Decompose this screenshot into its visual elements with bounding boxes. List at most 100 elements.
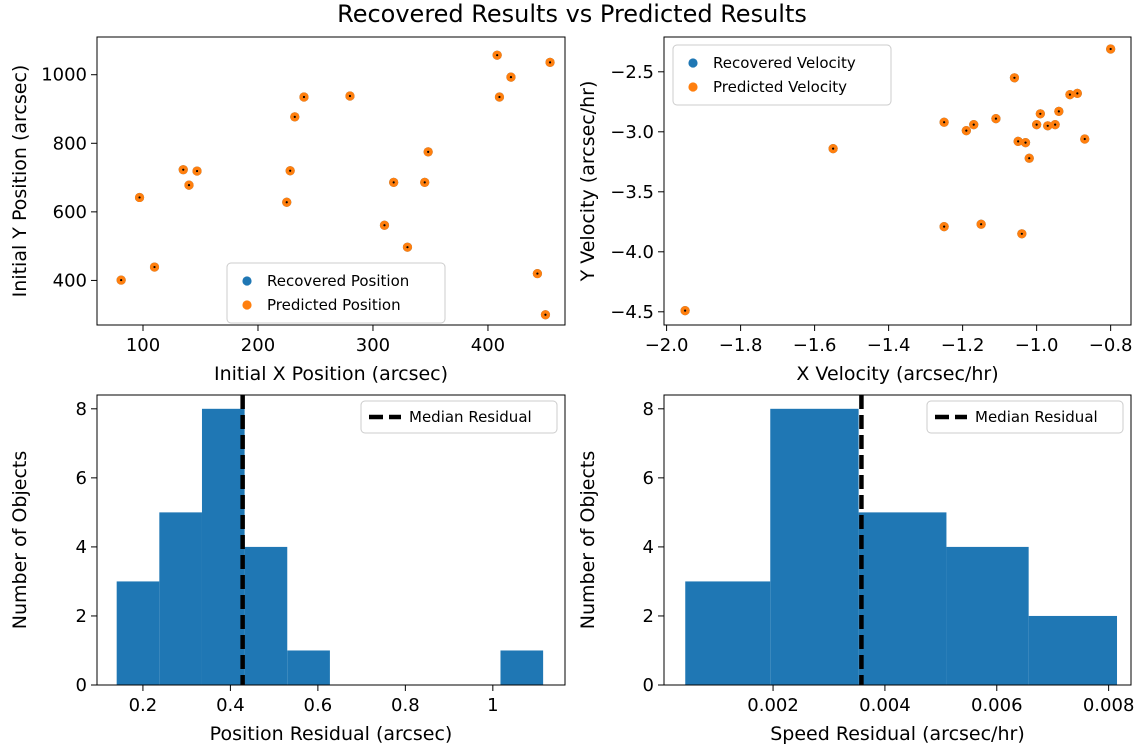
point-center-dot — [1046, 124, 1049, 127]
y-tick-label: 6 — [76, 468, 87, 489]
x-tick-label: 300 — [356, 335, 390, 356]
x-tick-label: −1.0 — [1015, 335, 1059, 356]
position-residual-histogram-panel: 0.2 0.4 0.6 0.8 1 0 2 4 6 8 Position Residual (arc… — [9, 394, 566, 745]
y-tick-label: −2.5 — [610, 62, 654, 83]
x-axis-label: Speed Residual (arcsec/hr) — [770, 723, 1024, 745]
x-tick-label: 0.6 — [304, 695, 333, 716]
point-center-dot — [544, 313, 547, 316]
legend-label: Recovered Velocity — [713, 54, 856, 72]
axes-frame — [96, 36, 566, 326]
point-center-dot — [965, 129, 968, 132]
y-axis-label: Y Velocity (arcsec/hr) — [577, 81, 599, 283]
y-tick-label: 600 — [53, 202, 87, 223]
y-axis-label: Number of Objects — [9, 451, 31, 630]
y-axis-label: Number of Objects — [577, 451, 599, 630]
point-center-dot — [182, 168, 185, 171]
y-tick-label: 800 — [53, 133, 87, 154]
y-tick-label: 2 — [76, 606, 87, 627]
point-center-dot — [980, 223, 983, 226]
histogram-bar — [159, 512, 202, 685]
point-center-dot — [348, 94, 352, 98]
x-tick-label: 400 — [471, 335, 505, 356]
point-center-dot — [1039, 112, 1042, 115]
point-center-dot — [1057, 110, 1060, 113]
x-tick-label: −2.0 — [645, 335, 689, 356]
point-center-dot — [943, 225, 946, 228]
point-center-dot — [832, 147, 835, 150]
speed-residual-histogram-panel: 0.002 0.004 0.006 0.008 0 2 4 6 8 Speed Residual … — [577, 394, 1134, 745]
point-center-dot — [496, 54, 499, 57]
point-center-dot — [994, 117, 998, 120]
point-center-dot — [1028, 157, 1031, 160]
point-center-dot — [423, 181, 426, 184]
x-tick-label: 100 — [126, 335, 160, 356]
histogram-bar — [116, 581, 160, 685]
point-center-dot — [153, 265, 156, 269]
point-center-dot — [972, 123, 975, 126]
legend-label: Median Residual — [975, 408, 1098, 426]
x-axis-label: Position Residual (arcsec) — [210, 723, 453, 745]
x-tick-label: −1.8 — [719, 335, 763, 356]
point-center-dot — [1083, 137, 1086, 141]
point-center-dot — [293, 115, 296, 118]
position-scatter-panel: 100 200 300 400 400 600 800 1000 Initial X Posit… — [9, 36, 566, 385]
point-center-dot — [383, 224, 386, 227]
legend-label: Recovered Position — [267, 272, 409, 290]
x-tick-label: 0.004 — [859, 695, 911, 716]
axes-frame — [96, 394, 566, 686]
point-center-dot — [120, 278, 123, 282]
legend-marker — [688, 82, 698, 92]
histogram-bar — [500, 650, 544, 685]
x-axis-label: Initial X Position (arcsec) — [214, 363, 448, 385]
point-center-dot — [187, 184, 191, 187]
x-tick-label: −0.8 — [1089, 335, 1133, 356]
legend-box — [226, 262, 446, 324]
point-center-dot — [392, 181, 395, 184]
legend-marker — [688, 58, 698, 68]
y-tick-label: 400 — [53, 270, 87, 291]
point-center-dot — [289, 169, 292, 172]
point-center-dot — [1017, 140, 1020, 143]
figure-title: Recovered Results vs Predicted Results — [337, 0, 807, 28]
y-tick-label: −4.5 — [610, 302, 654, 323]
point-center-dot — [498, 95, 501, 99]
legend-marker — [242, 276, 252, 286]
legend-label: Predicted Velocity — [713, 78, 847, 96]
y-tick-label: 6 — [643, 468, 654, 489]
point-center-dot — [138, 196, 141, 199]
point-center-dot — [548, 61, 552, 64]
legend-box — [672, 44, 892, 106]
point-center-dot — [302, 95, 306, 99]
x-tick-label: 0.8 — [391, 695, 420, 716]
point-center-dot — [1020, 232, 1023, 235]
y-tick-label: 2 — [643, 606, 654, 627]
point-center-dot — [1068, 93, 1072, 96]
y-tick-label: −3.5 — [610, 182, 654, 203]
point-center-dot — [1109, 47, 1112, 51]
y-tick-label: −3.0 — [610, 122, 654, 143]
y-tick-label: 8 — [643, 399, 654, 420]
y-tick-label: 4 — [643, 537, 654, 558]
histogram-bar — [685, 581, 771, 685]
y-axis-label: Initial Y Position (arcsec) — [9, 65, 31, 298]
x-axis-label: X Velocity (arcsec/hr) — [796, 363, 998, 385]
legend-box — [360, 400, 558, 434]
point-center-dot — [1013, 76, 1016, 79]
point-center-dot — [1035, 123, 1038, 126]
legend-marker — [242, 300, 252, 310]
point-center-dot — [943, 121, 946, 124]
point-center-dot — [1024, 141, 1027, 144]
x-tick-label: 0.2 — [129, 695, 158, 716]
histogram-bar — [244, 546, 288, 685]
x-tick-label: 0.4 — [216, 695, 245, 716]
point-center-dot — [195, 169, 199, 173]
x-tick-label: −1.4 — [867, 335, 911, 356]
x-tick-label: −1.2 — [941, 335, 985, 356]
point-center-dot — [509, 76, 513, 79]
y-tick-label: 0 — [643, 675, 654, 696]
y-tick-label: 0 — [76, 675, 87, 696]
point-center-dot — [285, 201, 288, 204]
histogram-bar — [287, 650, 330, 685]
axes-frame — [663, 394, 1132, 686]
